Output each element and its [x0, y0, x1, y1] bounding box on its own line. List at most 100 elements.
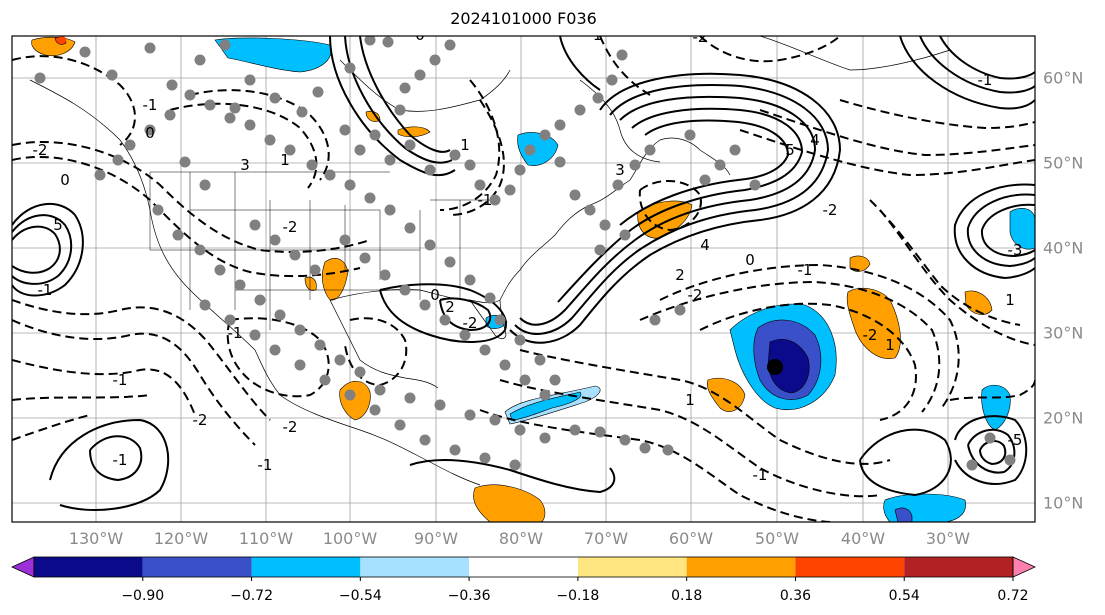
contour-label: 1 [280, 151, 290, 169]
station-dot [429, 54, 441, 66]
contour-label: -1 [38, 281, 53, 299]
station-dot [382, 36, 394, 48]
station-dot [584, 204, 596, 216]
station-dot [404, 222, 416, 234]
colorbar-tick-label: −0.36 [447, 588, 491, 604]
colorbar-segment [795, 557, 905, 577]
coast-east [519, 137, 731, 271]
station-dot [644, 144, 656, 156]
colorbar-tick-label: 0.72 [997, 588, 1029, 604]
station-dot [144, 124, 156, 136]
station-dot [494, 314, 506, 326]
station-dot [334, 354, 346, 366]
colorbar-tick-label: −0.90 [121, 588, 165, 604]
station-dot [124, 139, 136, 151]
station-dot [434, 399, 446, 411]
contour-label: 0 [60, 171, 70, 189]
station-dot [404, 139, 416, 151]
station-dot [569, 424, 581, 436]
station-dot [106, 69, 118, 81]
station-dot [309, 264, 321, 276]
station-dot [749, 179, 761, 191]
station-dot [594, 426, 606, 438]
station-dot [289, 249, 301, 261]
longitude-label: 30°W [925, 529, 971, 548]
station-dot [399, 284, 411, 296]
station-dot [294, 359, 306, 371]
station-dot [249, 329, 261, 341]
station-dot [639, 442, 651, 454]
station-dot [344, 179, 356, 191]
station-dot [152, 204, 164, 216]
topleft-spot [58, 36, 66, 44]
contour-label: -1 [113, 451, 128, 469]
colorbar-frame [33, 556, 1014, 578]
shade-blue-atlantic-se [981, 384, 1011, 431]
station-dot [444, 39, 456, 51]
longitude-label: 120°W [153, 529, 209, 548]
shade-orange-central-america [473, 484, 546, 522]
station-dot [344, 62, 356, 74]
station-dot [414, 69, 426, 81]
station-dot [662, 444, 674, 456]
station-dot [539, 432, 551, 444]
contour-label: -2 [823, 201, 838, 219]
contour-label: 0 [415, 26, 425, 44]
station-dot [619, 434, 631, 446]
station-dot [464, 274, 476, 286]
shade-blue-cuba [509, 391, 582, 421]
latitude-label: 30°N [1043, 323, 1084, 343]
station-dot [599, 219, 611, 231]
station-dot [294, 324, 306, 336]
contour-label: -3 [1008, 241, 1023, 259]
station-dot [699, 174, 711, 186]
colorbar-tick-label: 0.54 [888, 588, 920, 604]
station-dot [94, 169, 106, 181]
station-dot [172, 229, 184, 241]
station-dot [374, 384, 386, 396]
colorbar-segment [251, 557, 361, 577]
station-dot [199, 299, 211, 311]
station-dot [444, 256, 456, 268]
station-dot [354, 144, 366, 156]
shade-blue-hudson [517, 132, 559, 166]
station-dot [1004, 454, 1016, 466]
contour-label: 0 [145, 124, 155, 142]
station-dot [394, 104, 406, 116]
contour-label: 0 [430, 286, 440, 304]
colorbar-tick-label: −0.72 [230, 588, 273, 604]
station-dot [79, 46, 91, 58]
station-dot [514, 334, 526, 346]
latitude-label: 20°N [1043, 408, 1084, 428]
station-dot [312, 86, 324, 98]
shade-blue-lowcenter-inner [767, 338, 810, 394]
station-dot [339, 234, 351, 246]
colorbar-extend-low [11, 556, 35, 578]
station-dot [359, 252, 371, 264]
shade-orange-mid-atlantic [846, 287, 901, 359]
shade-blue-bottom-dark [894, 507, 913, 522]
station-dot [204, 99, 216, 111]
station-dot [459, 329, 471, 341]
station-dot [549, 374, 561, 386]
colorbar-segment [577, 557, 687, 577]
contour-label: -2 [193, 411, 208, 429]
station-dot [619, 229, 631, 241]
station-dot [306, 159, 318, 171]
station-dot [524, 144, 536, 156]
station-dot [629, 159, 641, 171]
station-dot [249, 219, 261, 231]
map-frame [11, 35, 1036, 523]
station-dot [489, 194, 501, 206]
station-dot [479, 344, 491, 356]
contour-label: -1 [478, 191, 493, 209]
station-dot [144, 42, 156, 54]
station-dot [509, 459, 521, 471]
station-dot [369, 404, 381, 416]
station-dot [539, 129, 551, 141]
station-dot [592, 92, 604, 104]
colorbar-segment [142, 557, 252, 577]
station-dot [379, 269, 391, 281]
station-dot [504, 184, 516, 196]
